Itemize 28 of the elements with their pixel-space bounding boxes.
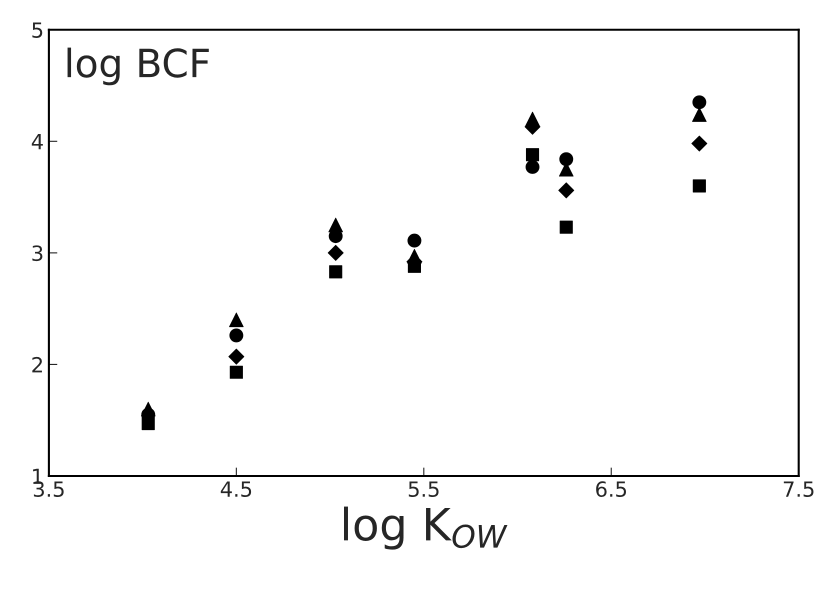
point <box>142 417 155 430</box>
x-axis-title: log K$_{OW}$ <box>344 506 508 550</box>
point <box>692 107 707 122</box>
point <box>230 366 243 379</box>
y-tick-label: 4 <box>32 134 43 150</box>
point <box>559 152 574 166</box>
point <box>228 348 244 365</box>
y-tick-label: 3 <box>32 245 42 262</box>
y-axis-title: log BCF <box>68 48 209 86</box>
point <box>229 312 244 328</box>
point <box>691 136 708 152</box>
point <box>408 260 421 273</box>
x-tick-label: 4.5 <box>220 482 252 497</box>
point <box>526 160 540 174</box>
point <box>526 148 540 162</box>
point <box>558 182 574 198</box>
point <box>692 95 706 110</box>
y-tick-label: 2 <box>32 356 42 372</box>
point <box>329 265 342 278</box>
x-tick-label: 7.5 <box>784 482 814 497</box>
point <box>560 220 573 234</box>
point <box>328 244 344 261</box>
point <box>692 179 706 192</box>
y-tick-label: 5 <box>32 22 42 38</box>
point <box>229 328 244 342</box>
x-tick-label: 5.5 <box>408 482 439 497</box>
point <box>407 234 422 248</box>
x-tick-label: 6.5 <box>596 481 626 497</box>
